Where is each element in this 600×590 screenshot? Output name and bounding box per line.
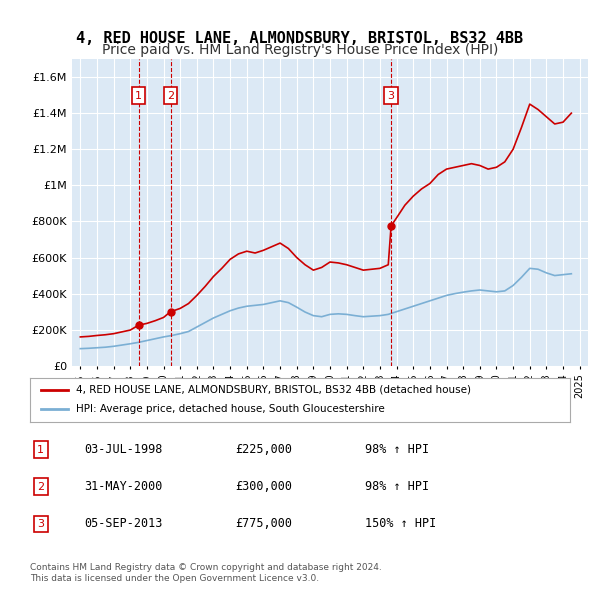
Text: £775,000: £775,000 — [235, 517, 292, 530]
Text: 1: 1 — [135, 91, 142, 101]
Text: 03-JUL-1998: 03-JUL-1998 — [84, 443, 163, 456]
Text: 3: 3 — [388, 91, 395, 101]
Text: 1: 1 — [37, 445, 44, 454]
Text: 4, RED HOUSE LANE, ALMONDSBURY, BRISTOL, BS32 4BB (detached house): 4, RED HOUSE LANE, ALMONDSBURY, BRISTOL,… — [76, 385, 471, 395]
Text: 4, RED HOUSE LANE, ALMONDSBURY, BRISTOL, BS32 4BB: 4, RED HOUSE LANE, ALMONDSBURY, BRISTOL,… — [76, 31, 524, 46]
Text: 98% ↑ HPI: 98% ↑ HPI — [365, 480, 429, 493]
Text: 2: 2 — [167, 91, 174, 101]
Text: 3: 3 — [37, 519, 44, 529]
Text: 2: 2 — [37, 482, 44, 491]
Text: 150% ↑ HPI: 150% ↑ HPI — [365, 517, 436, 530]
Text: £225,000: £225,000 — [235, 443, 292, 456]
Text: 05-SEP-2013: 05-SEP-2013 — [84, 517, 163, 530]
Text: HPI: Average price, detached house, South Gloucestershire: HPI: Average price, detached house, Sout… — [76, 405, 385, 414]
Text: £300,000: £300,000 — [235, 480, 292, 493]
Text: 31-MAY-2000: 31-MAY-2000 — [84, 480, 163, 493]
Text: Price paid vs. HM Land Registry's House Price Index (HPI): Price paid vs. HM Land Registry's House … — [102, 43, 498, 57]
Text: Contains HM Land Registry data © Crown copyright and database right 2024.
This d: Contains HM Land Registry data © Crown c… — [30, 563, 382, 583]
Text: 98% ↑ HPI: 98% ↑ HPI — [365, 443, 429, 456]
